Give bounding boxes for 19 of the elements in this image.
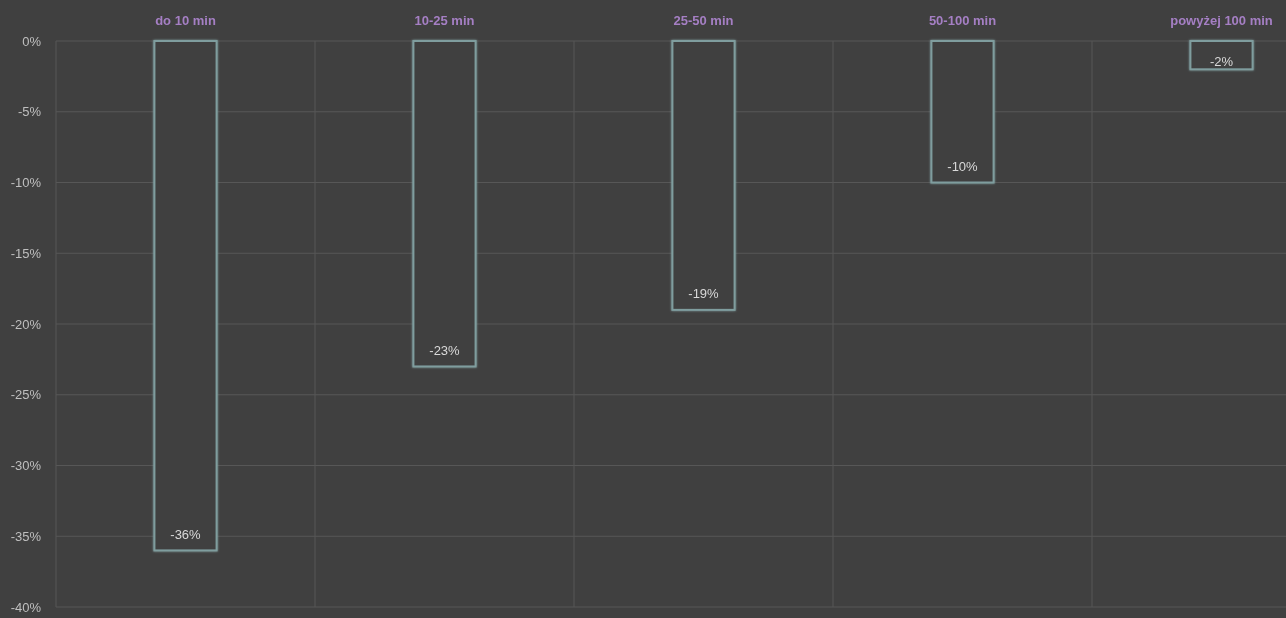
x-tick-label: powyżej 100 min: [1170, 12, 1273, 28]
x-tick-label: 50-100 min: [928, 12, 997, 28]
y-tick-label: -20%: [10, 316, 42, 332]
y-tick-label: -10%: [10, 175, 42, 191]
y-tick-label: -30%: [10, 458, 42, 474]
data-label: -36%: [170, 526, 202, 542]
x-tick-label: do 10 min: [155, 12, 216, 28]
y-tick-label: -35%: [10, 528, 42, 544]
y-tick-label: -40%: [10, 599, 42, 615]
data-label: -10%: [947, 159, 979, 175]
data-label: -23%: [429, 343, 461, 358]
x-tick-label: 10-25 min: [414, 12, 475, 28]
y-tick-label: -15%: [10, 245, 42, 261]
y-tick-label: 0%: [22, 33, 42, 49]
y-tick-label: -25%: [10, 387, 42, 403]
data-label: -2%: [1209, 53, 1234, 69]
x-tick-label: 25-50 min: [673, 12, 734, 28]
data-label: -19%: [688, 286, 720, 302]
y-tick-label: -5%: [17, 104, 42, 120]
